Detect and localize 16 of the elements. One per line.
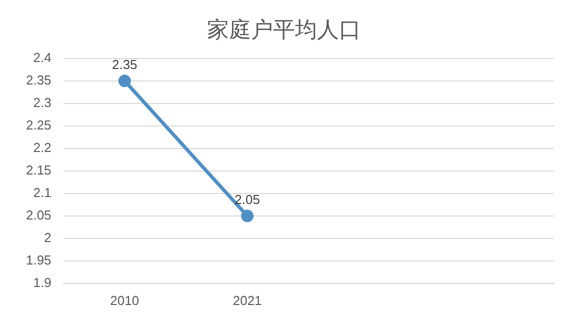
y-tick-label: 2.1: [33, 184, 52, 200]
y-tick-label: 1.95: [26, 252, 52, 268]
data-label: 2.05: [234, 192, 260, 207]
y-tick-label: 1.9: [33, 274, 52, 290]
y-tick-label: 2.05: [26, 207, 52, 222]
x-tick-label: 2021: [232, 292, 262, 308]
y-tick-label: 2.35: [26, 72, 52, 88]
y-tick-label: 2.4: [33, 50, 52, 65]
data-label: 2.35: [112, 56, 138, 72]
y-tick-label: 2: [44, 230, 52, 245]
y-tick-label: 2.25: [26, 117, 52, 132]
y-tick-label: 2.2: [33, 140, 52, 155]
x-tick-label: 2010: [110, 292, 140, 308]
y-tick-label: 2.15: [26, 162, 52, 178]
y-tick-label: 2.3: [33, 94, 52, 110]
chart-title: 家庭户平均人口: [207, 18, 361, 43]
